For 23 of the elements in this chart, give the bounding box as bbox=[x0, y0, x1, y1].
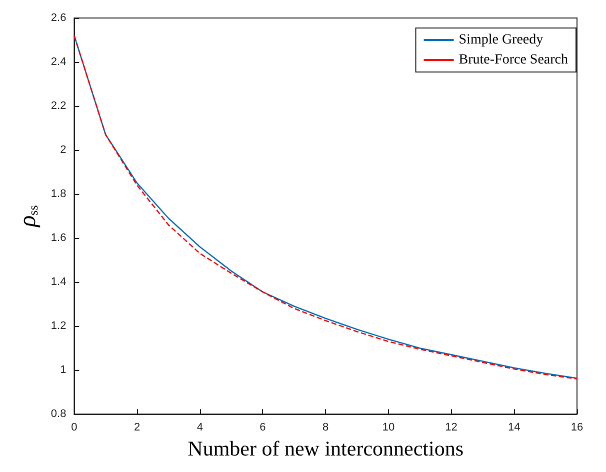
y-tick-label: 2.2 bbox=[50, 100, 66, 112]
x-tick-label: 6 bbox=[260, 422, 266, 434]
y-tick-label: 2.6 bbox=[50, 12, 66, 24]
y-tick-label: 2 bbox=[60, 144, 66, 156]
legend-label: Brute-Force Search bbox=[458, 52, 568, 68]
y-tick-label: 1.8 bbox=[50, 188, 66, 200]
y-tick-label: 1.6 bbox=[50, 232, 66, 244]
x-tick-label: 0 bbox=[71, 422, 78, 434]
x-tick-label: 2 bbox=[134, 422, 140, 434]
x-tick-label: 16 bbox=[570, 422, 584, 434]
x-tick-label: 4 bbox=[196, 422, 203, 434]
y-tick-label: 1 bbox=[60, 364, 66, 376]
x-axis-title: Number of new interconnections bbox=[188, 436, 464, 460]
x-tick-label: 10 bbox=[382, 422, 395, 434]
x-tick-label: 8 bbox=[322, 422, 329, 434]
y-tick-label: 0.8 bbox=[50, 408, 66, 420]
x-tick-label: 12 bbox=[445, 422, 458, 434]
legend-label: Simple Greedy bbox=[458, 32, 544, 48]
y-tick-label: 2.4 bbox=[50, 56, 66, 68]
x-tick-label: 14 bbox=[508, 422, 520, 434]
y-tick-label: 1.2 bbox=[50, 320, 66, 332]
y-axis-title: ρss bbox=[15, 205, 41, 228]
y-tick-label: 1.4 bbox=[50, 276, 66, 288]
